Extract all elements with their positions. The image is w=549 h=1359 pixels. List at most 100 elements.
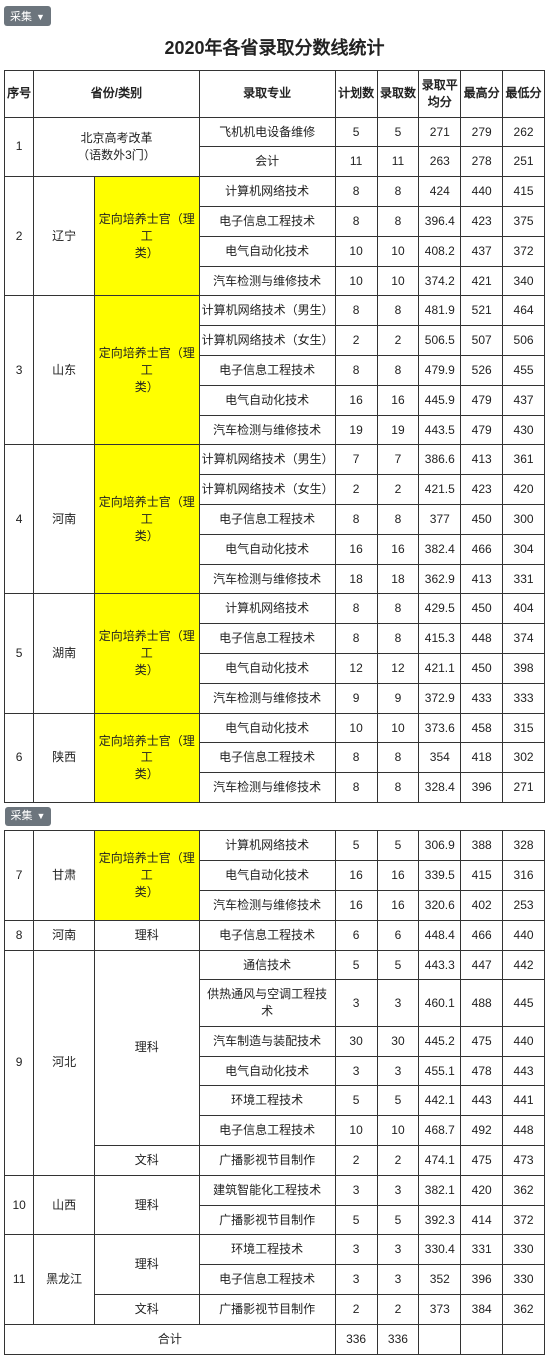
- cell-max: 521: [461, 296, 503, 326]
- cell-major: 通信技术: [199, 950, 335, 980]
- cell-max: 466: [461, 534, 503, 564]
- cell-category: 文科: [94, 1295, 199, 1325]
- cell-major: 计算机网络技术: [199, 831, 335, 861]
- cell-category: 理科: [94, 920, 199, 950]
- cell-category: 定向培养士官（理工类）: [94, 594, 199, 713]
- cell-min: 445: [503, 980, 545, 1027]
- cell-major: 计算机网络技术（女生）: [199, 475, 335, 505]
- cell-avg: 382.1: [419, 1175, 461, 1205]
- cell-max: 396: [461, 1265, 503, 1295]
- cell-avg: 429.5: [419, 594, 461, 624]
- cell-plan: 7: [335, 445, 377, 475]
- cell-plan: 6: [335, 920, 377, 950]
- table-total-row: 合计336336: [5, 1324, 545, 1354]
- cell-plan: 8: [335, 296, 377, 326]
- table-row: 11黑龙江理科环境工程技术33330.4331330: [5, 1235, 545, 1265]
- cell-min: 372: [503, 1205, 545, 1235]
- cell-plan: 8: [335, 355, 377, 385]
- cell-min: 437: [503, 385, 545, 415]
- cell-major: 汽车检测与维修技术: [199, 683, 335, 713]
- col-avg: 录取平均分: [419, 71, 461, 118]
- cell-category: 定向培养士官（理工类）: [94, 713, 199, 802]
- cell-avg: 330.4: [419, 1235, 461, 1265]
- cell-avg: 373: [419, 1295, 461, 1325]
- cell-min: 473: [503, 1146, 545, 1176]
- cell-admit: 11: [377, 147, 419, 177]
- cell-avg: 479.9: [419, 355, 461, 385]
- cell-plan: 3: [335, 980, 377, 1027]
- cell-min: 251: [503, 147, 545, 177]
- cell-major: 计算机网络技术（女生）: [199, 326, 335, 356]
- cell-plan: 3: [335, 1175, 377, 1205]
- cell-seq: 7: [5, 831, 34, 920]
- cell-major: 电气自动化技术: [199, 385, 335, 415]
- cell-max: 413: [461, 445, 503, 475]
- cell-admit: 5: [377, 1086, 419, 1116]
- cell-admit: 10: [377, 1116, 419, 1146]
- cell-min: 253: [503, 890, 545, 920]
- cell-plan: 8: [335, 504, 377, 534]
- cell-avg: 415.3: [419, 624, 461, 654]
- cell-plan: 8: [335, 743, 377, 773]
- cell-seq: 6: [5, 713, 34, 802]
- cell-major: 飞机机电设备维修: [199, 117, 335, 147]
- cell-admit: 8: [377, 624, 419, 654]
- cell-min: 333: [503, 683, 545, 713]
- cell-avg: 362.9: [419, 564, 461, 594]
- cell-min: 455: [503, 355, 545, 385]
- cell-min: 262: [503, 117, 545, 147]
- cell-admit: 6: [377, 920, 419, 950]
- collect-button[interactable]: 采集▼: [5, 807, 52, 826]
- cell-major: 汽车制造与装配技术: [199, 1026, 335, 1056]
- cell-max: 413: [461, 564, 503, 594]
- col-major: 录取专业: [199, 71, 335, 118]
- cell-major: 广播影视节目制作: [199, 1205, 335, 1235]
- cell-min: 506: [503, 326, 545, 356]
- cell-province: 山西: [34, 1175, 95, 1235]
- cell-max: 475: [461, 1146, 503, 1176]
- cell-avg: 455.1: [419, 1056, 461, 1086]
- cell-seq: 3: [5, 296, 34, 445]
- cell-admit: 10: [377, 236, 419, 266]
- cell-major: 电气自动化技术: [199, 236, 335, 266]
- collect-button[interactable]: 采集▼: [4, 6, 51, 26]
- cell-max: 418: [461, 743, 503, 773]
- cell-major: 供热通风与空调工程技术: [199, 980, 335, 1027]
- cell-plan: 16: [335, 890, 377, 920]
- cell-seq: 9: [5, 950, 34, 1175]
- cell-max: 415: [461, 861, 503, 891]
- cell-category: 定向培养士官（理工类）: [94, 445, 199, 594]
- cell-avg: 382.4: [419, 534, 461, 564]
- cell-plan: 16: [335, 385, 377, 415]
- cell-min: 430: [503, 415, 545, 445]
- cell-plan: 16: [335, 861, 377, 891]
- cell-admit: 5: [377, 1205, 419, 1235]
- cell-max: 475: [461, 1026, 503, 1056]
- cell-avg: 468.7: [419, 1116, 461, 1146]
- cell-province: 河南: [34, 920, 95, 950]
- cell-max: 331: [461, 1235, 503, 1265]
- cell-avg: 373.6: [419, 713, 461, 743]
- cell-avg: 443.3: [419, 950, 461, 980]
- cell-max: 450: [461, 504, 503, 534]
- cell-min: 448: [503, 1116, 545, 1146]
- cell-admit: 8: [377, 206, 419, 236]
- cell-province: 甘肃: [34, 831, 95, 920]
- cell-avg: 396.4: [419, 206, 461, 236]
- cell-total-label: 合计: [5, 1324, 336, 1354]
- cell-admit: 3: [377, 1175, 419, 1205]
- cell-min: 441: [503, 1086, 545, 1116]
- cell-major: 电子信息工程技术: [199, 920, 335, 950]
- cell-admit: 3: [377, 1056, 419, 1086]
- cell-avg: 392.3: [419, 1205, 461, 1235]
- cell-min: 443: [503, 1056, 545, 1086]
- cell-min: 362: [503, 1295, 545, 1325]
- cell-avg: 372.9: [419, 683, 461, 713]
- table-row: 2辽宁定向培养士官（理工类）计算机网络技术88424440415: [5, 177, 545, 207]
- cell-max: 420: [461, 1175, 503, 1205]
- cell-category: 北京高考改革（语数外3门）: [34, 117, 199, 177]
- cell-max: 414: [461, 1205, 503, 1235]
- cell-admit: 10: [377, 266, 419, 296]
- cell-avg: 386.6: [419, 445, 461, 475]
- cell-min: 328: [503, 831, 545, 861]
